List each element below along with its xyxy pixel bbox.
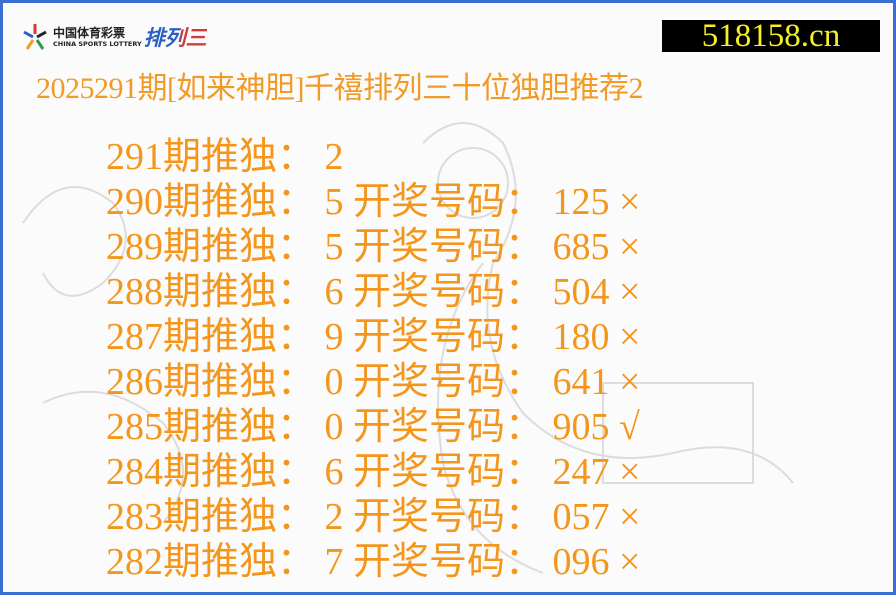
site-badge: 518158.cn: [662, 20, 880, 53]
china-sports-lottery-logo: 中国体育彩票 CHINA SPORTS LOTTERY 排列三: [21, 21, 207, 53]
list-item: 288期推独： 6 开奖号码： 504 ×: [106, 271, 641, 313]
lottery-star-icon: [23, 24, 47, 50]
prediction-list: 291期推独： 2 290期推独： 5 开奖号码： 125 × 289期推独： …: [106, 135, 640, 585]
list-item: 284期推独： 6 开奖号码： 247 ×: [106, 451, 641, 493]
list-item: 282期推独： 7 开奖号码： 096 ×: [106, 541, 641, 583]
page-title: 2025291期[如来神胆]千禧排列三十位独胆推荐2: [36, 72, 643, 105]
list-item: 289期推独： 5 开奖号码： 685 ×: [106, 226, 641, 268]
logo-brand: 排列三: [144, 22, 207, 52]
list-item: 287期推独： 9 开奖号码： 180 ×: [106, 316, 641, 358]
list-item: 286期推独： 0 开奖号码： 641 ×: [106, 361, 641, 403]
list-item: 290期推独： 5 开奖号码： 125 ×: [106, 181, 641, 223]
list-item: 285期推独： 0 开奖号码： 905 √: [106, 406, 640, 448]
background-illustration: [22, 122, 794, 574]
list-item: 283期推独： 2 开奖号码： 057 ×: [106, 496, 641, 538]
list-item: 291期推独： 2: [106, 136, 344, 178]
